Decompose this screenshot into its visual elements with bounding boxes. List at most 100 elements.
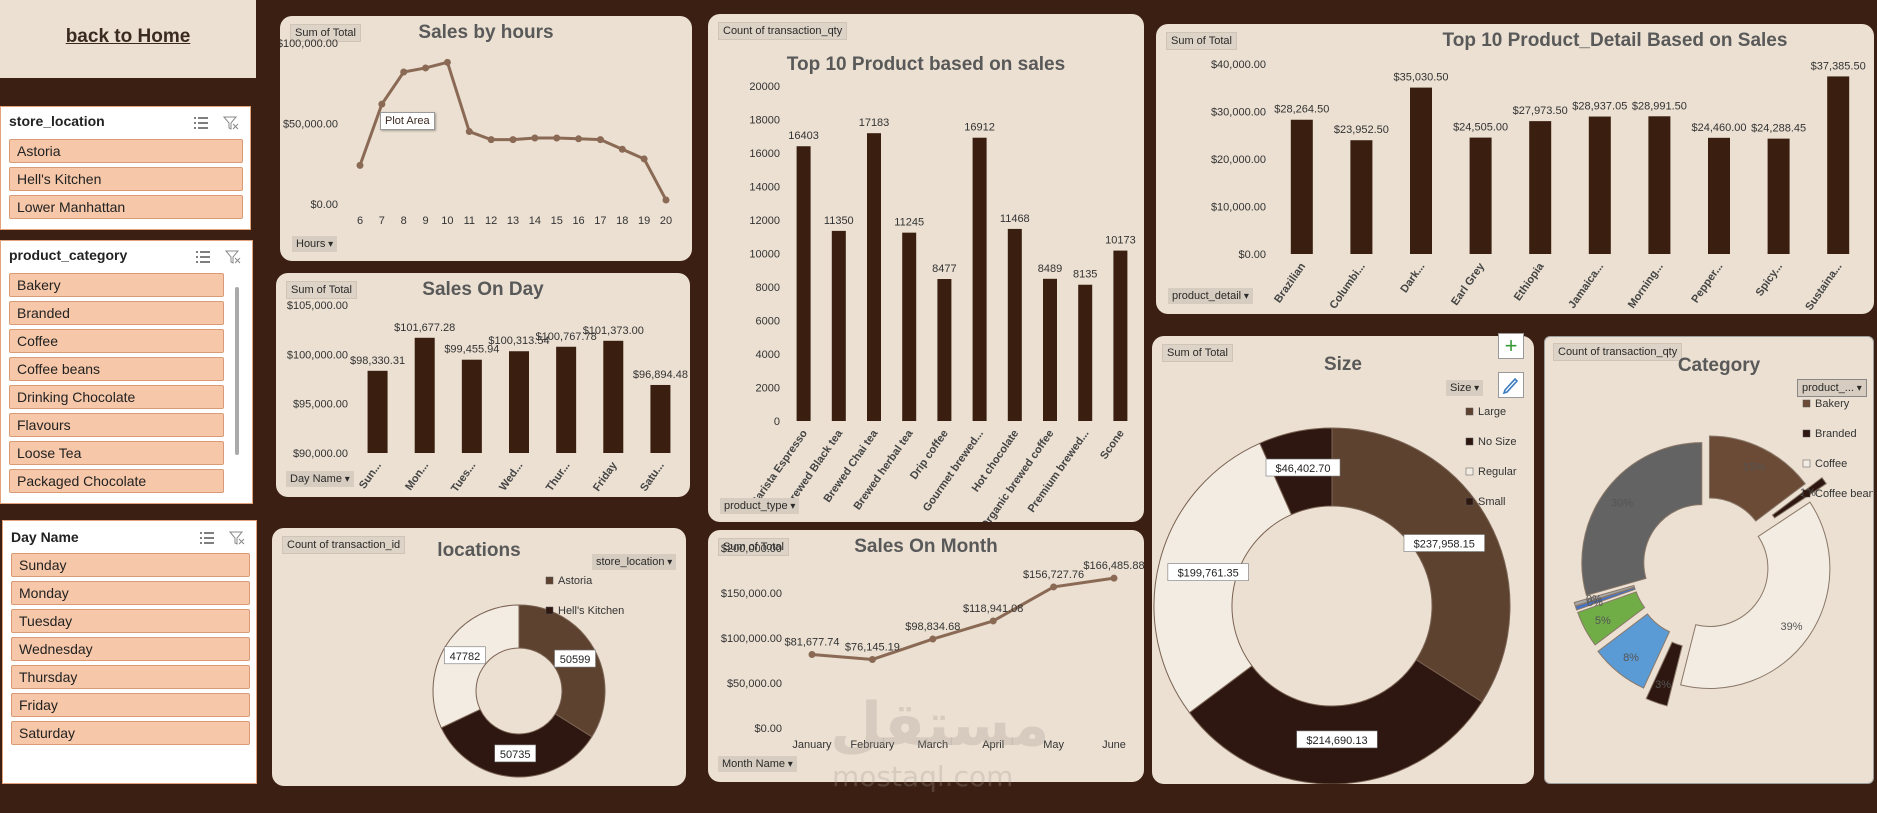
legend-swatch xyxy=(545,606,554,615)
data-label: $35,030.50 xyxy=(1393,72,1448,84)
x-tick-label: Sun... xyxy=(357,460,384,491)
data-label: $27,973.50 xyxy=(1513,105,1568,117)
pie-slice xyxy=(1708,435,1806,522)
slicer-item[interactable]: Lower Manhattan xyxy=(9,195,243,219)
legend-button-size[interactable]: Size xyxy=(1446,380,1484,396)
x-tick-label: Spicy... xyxy=(1754,261,1785,299)
slicer-item[interactable]: Coffee beans xyxy=(9,357,224,381)
slicer-item[interactable]: Branded xyxy=(9,301,224,325)
back-to-home-link[interactable]: back to Home xyxy=(65,26,191,47)
chart-title: Sales by hours xyxy=(418,22,554,43)
data-label: $99,455.94 xyxy=(444,344,499,356)
field-tag: Count of transaction_qty xyxy=(718,22,848,40)
data-point xyxy=(465,128,473,136)
chart-top10-products: 0 2000 4000 6000 8000 10000 12000 14000 16000 180… xyxy=(749,81,1136,522)
axis-button-month-name[interactable]: Month Name xyxy=(718,756,797,772)
clear-filter-icon[interactable] xyxy=(223,116,239,130)
slicer-item[interactable]: Coffee xyxy=(9,329,224,353)
slicer-item[interactable]: Tuesday xyxy=(11,609,250,633)
slicer-item[interactable]: Packaged Chocolate xyxy=(9,469,224,493)
data-label: $24,460.00 xyxy=(1691,122,1746,134)
slicer-title: product_category xyxy=(9,247,128,263)
slicer-item[interactable]: Monday xyxy=(11,581,250,605)
data-label-box xyxy=(554,649,596,668)
bar xyxy=(461,359,482,453)
legend-item: Coffee beans xyxy=(1815,488,1874,500)
pie-slice xyxy=(1680,501,1831,689)
slicer-item[interactable]: Wednesday xyxy=(11,637,250,661)
chart-title: locations xyxy=(437,540,521,561)
y-tick-label: $200,000.00 xyxy=(721,543,782,555)
data-label: 15% xyxy=(1743,462,1765,474)
slicer-item[interactable]: Friday xyxy=(11,693,250,717)
data-point xyxy=(443,58,451,66)
pie-slice xyxy=(1581,442,1703,597)
x-tick-label: May xyxy=(1043,739,1064,751)
axis-button-product-type[interactable]: product_type xyxy=(720,498,800,514)
slicer-item[interactable]: Sunday xyxy=(11,553,250,577)
field-tag: Sum of Total xyxy=(1166,32,1237,50)
pie-slice xyxy=(440,708,593,778)
legend-swatch xyxy=(1465,497,1474,506)
data-point xyxy=(553,134,561,142)
legend-swatch xyxy=(1465,437,1474,446)
slicer-item[interactable]: Saturday xyxy=(11,721,250,745)
slicer-item[interactable]: Flavours xyxy=(9,413,224,437)
x-tick-label: Wed... xyxy=(497,460,525,493)
data-label: $199,761.35 xyxy=(1178,568,1239,580)
chart-title: Sales On Month xyxy=(854,536,998,557)
data-label: 16403 xyxy=(788,130,819,142)
pie-slice xyxy=(1597,613,1671,689)
multi-select-icon[interactable] xyxy=(195,250,211,264)
slicer-item[interactable]: Thursday xyxy=(11,665,250,689)
data-label: 16912 xyxy=(964,122,995,134)
data-label: $96,894.48 xyxy=(633,369,688,381)
data-label: $237,958.15 xyxy=(1414,539,1475,551)
legend-item: Small xyxy=(1478,496,1506,508)
axis-button-hours[interactable]: Hours xyxy=(292,236,338,252)
bar xyxy=(831,230,846,421)
data-label: $37,385.50 xyxy=(1811,60,1866,72)
bar xyxy=(603,340,624,453)
data-label: 8% xyxy=(1623,652,1639,664)
card-top10-product-detail: Sum of Total Top 10 Product_Detail Based… xyxy=(1156,24,1874,314)
data-point xyxy=(808,650,816,658)
chart-title: Category xyxy=(1677,355,1761,376)
axis-button-day-name[interactable]: Day Name xyxy=(286,471,354,487)
multi-select-icon[interactable] xyxy=(193,116,209,130)
card-top10-products: Count of transaction_qty Top 10 Product … xyxy=(708,14,1144,522)
data-label: $76,145.19 xyxy=(845,641,900,653)
clear-filter-icon[interactable] xyxy=(229,531,245,545)
legend-button-store-location[interactable]: store_location xyxy=(592,554,677,570)
y-tick-label: 16000 xyxy=(749,148,780,160)
data-label: $98,330.31 xyxy=(350,355,405,367)
multi-select-icon[interactable] xyxy=(199,531,215,545)
data-label: 11350 xyxy=(824,215,854,227)
axis-button-product-detail[interactable]: product_detail xyxy=(1168,288,1253,304)
x-tick-label: Tues... xyxy=(449,460,478,495)
bar xyxy=(972,137,987,421)
data-label: 17183 xyxy=(859,117,890,129)
y-tick-label: 10000 xyxy=(749,249,780,261)
paintbrush-icon xyxy=(1502,377,1519,395)
slicer-item[interactable]: Hell's Kitchen xyxy=(9,167,243,191)
x-tick-label: 18 xyxy=(616,215,628,227)
y-tick-label: $100,000.00 xyxy=(287,349,348,361)
chart-styles-button[interactable] xyxy=(1498,372,1524,398)
data-label: $28,937.05 xyxy=(1572,101,1627,113)
y-tick-label: 0 xyxy=(774,416,780,428)
add-chart-element-button[interactable]: + xyxy=(1498,333,1524,359)
slicer-item[interactable]: Drinking Chocolate xyxy=(9,385,224,409)
slicer-scrollbar[interactable] xyxy=(235,287,239,455)
slicer-item[interactable]: Bakery xyxy=(9,273,224,297)
bar xyxy=(867,133,881,421)
bar xyxy=(1469,137,1492,254)
legend-button-category[interactable]: product_... xyxy=(1797,379,1867,397)
legend-swatch xyxy=(1802,399,1811,408)
chart-top10-product-detail: $0.00 $10,000.00 $20,000.00 $30,000.00 $40,0… xyxy=(1211,59,1866,313)
slicer-item[interactable]: Astoria xyxy=(9,139,243,163)
clear-filter-icon[interactable] xyxy=(225,250,241,264)
chart-title: Top 10 Product based on sales xyxy=(786,54,1066,75)
data-label: $118,941.08 xyxy=(963,603,1023,615)
slicer-item[interactable]: Loose Tea xyxy=(9,441,224,465)
